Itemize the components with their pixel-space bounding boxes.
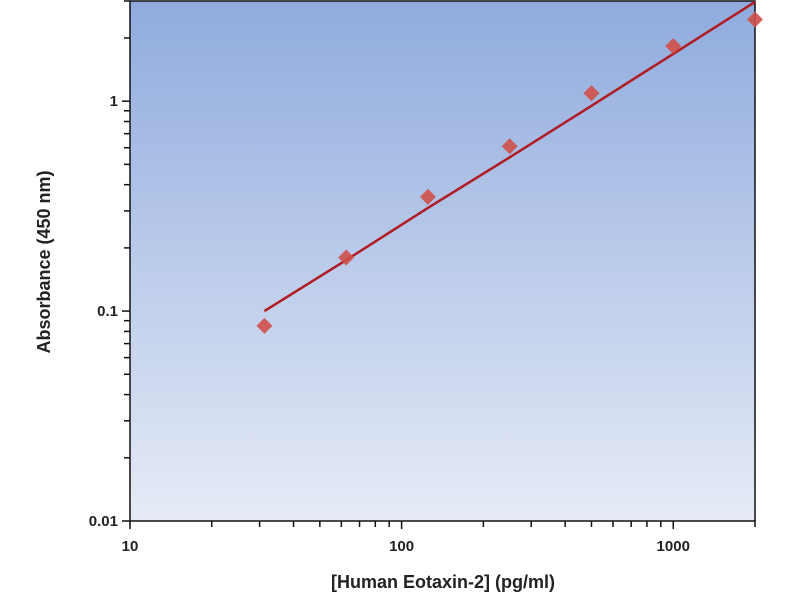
x-tick-label: 1000 — [657, 538, 690, 555]
x-axis-label: [Human Eotaxin-2] (pg/ml) — [331, 572, 555, 592]
data-point — [338, 249, 355, 266]
y-tick-label: 0.1 — [97, 303, 118, 320]
y-tick-label: 0.01 — [89, 513, 118, 530]
data-point — [256, 317, 273, 334]
plot-area — [129, 0, 756, 522]
x-tick-label: 10 — [122, 538, 139, 555]
data-point — [747, 11, 763, 28]
data-point — [665, 38, 682, 55]
data-point — [583, 85, 600, 102]
y-axis-label: Absorbance (450 nm) — [34, 170, 54, 353]
y-tick-label: 1 — [110, 93, 118, 110]
x-tick-label: 100 — [389, 538, 414, 555]
data-point — [419, 188, 436, 205]
data-point — [501, 138, 518, 155]
